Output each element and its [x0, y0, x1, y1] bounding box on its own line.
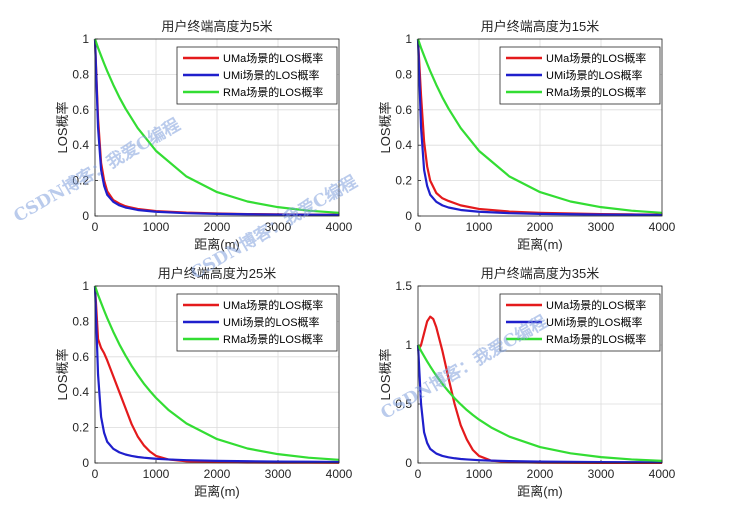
series-line-1 [93, 285, 340, 464]
x-axis-label: 距离(m) [517, 484, 563, 499]
legend: UMa场景的LOS概率 UMi场景的LOS概率 RMa场景的LOS概率 [499, 46, 661, 105]
series-line-3 [93, 285, 340, 461]
y-tick-label: 0.8 [395, 67, 412, 81]
x-axis-label: 距离(m) [194, 237, 240, 252]
x-tick-label: 4000 [649, 467, 676, 481]
legend-entry: UMa场景的LOS概率 [546, 298, 646, 312]
y-tick-label: 0.8 [72, 67, 89, 81]
legend-entry: RMa场景的LOS概率 [546, 85, 646, 99]
legend-entry: RMa场景的LOS概率 [546, 332, 646, 346]
x-tick-label: 1000 [143, 467, 170, 481]
legend-entry: UMa场景的LOS概率 [223, 51, 323, 65]
x-tick-label: 1000 [466, 220, 493, 234]
y-tick-label: 1 [82, 32, 89, 46]
legend-entry: UMi场景的LOS概率 [223, 68, 320, 82]
x-tick-label: 0 [92, 220, 99, 234]
y-tick-label: 1 [82, 279, 89, 293]
y-tick-label: 0.6 [395, 103, 412, 117]
y-axis-label: LOS概率 [378, 348, 393, 400]
chart-title: 用户终端高度为5米 [161, 19, 272, 34]
x-tick-label: 3000 [588, 467, 615, 481]
y-tick-label: 0.6 [72, 103, 89, 117]
legend: UMa场景的LOS概率 UMi场景的LOS概率 RMa场景的LOS概率 [176, 293, 338, 352]
series-line-2 [93, 38, 340, 217]
y-tick-label: 0.6 [72, 350, 89, 364]
y-tick-label: 0.2 [72, 174, 89, 188]
x-tick-label: 3000 [265, 220, 292, 234]
legend-entry: RMa场景的LOS概率 [223, 332, 323, 346]
series-line-2 [93, 285, 340, 464]
legend-entry: UMa场景的LOS概率 [546, 51, 646, 65]
axes-box [94, 285, 340, 464]
chart-title: 用户终端高度为25米 [158, 266, 276, 281]
legend: UMa场景的LOS概率 UMi场景的LOS概率 RMa场景的LOS概率 [499, 293, 661, 352]
series-line-3 [93, 38, 340, 214]
subplot-3: 0 1000 2000 3000 4000 0 0.2 0.4 0.6 0.8 1 用户终端高度为25… [55, 266, 353, 499]
legend-entry: UMa场景的LOS概率 [223, 298, 323, 312]
x-tick-label: 4000 [326, 467, 353, 481]
x-tick-label: 2000 [204, 220, 231, 234]
subplot-2: 0 1000 2000 3000 4000 0 0.2 0.4 0.6 0.8 1 用户终端高度为15… [378, 19, 676, 252]
x-tick-label: 2000 [204, 467, 231, 481]
y-tick-label: 0 [82, 456, 89, 470]
legend: UMa场景的LOS概率 UMi场景的LOS概率 RMa场景的LOS概率 [176, 46, 338, 105]
x-axis-label: 距离(m) [517, 237, 563, 252]
chart-title: 用户终端高度为15米 [481, 19, 599, 34]
y-tick-label: 0.2 [72, 421, 89, 435]
series-line-3 [417, 344, 663, 462]
y-axis-label: LOS概率 [55, 348, 70, 400]
axes-box [417, 285, 663, 464]
x-tick-label: 3000 [265, 467, 292, 481]
y-tick-label: 0.4 [72, 385, 89, 399]
series-line-2 [416, 38, 663, 217]
x-tick-label: 4000 [326, 220, 353, 234]
y-axis-label: LOS概率 [378, 101, 393, 153]
y-tick-label: 0.5 [395, 397, 412, 411]
y-tick-label: 0 [405, 209, 412, 223]
legend-entry: UMi场景的LOS概率 [546, 315, 643, 329]
legend-entry: RMa场景的LOS概率 [223, 85, 323, 99]
legend-box [499, 293, 661, 352]
y-tick-label: 0.4 [395, 138, 412, 152]
chart-title: 用户终端高度为35米 [481, 266, 599, 281]
y-tick-label: 0.8 [72, 314, 89, 328]
x-tick-label: 0 [92, 467, 99, 481]
y-tick-label: 1.5 [395, 279, 412, 293]
x-tick-label: 3000 [588, 220, 615, 234]
axes-box [417, 38, 663, 217]
subplot-1: 0 1000 2000 3000 4000 0 0.2 0.4 0.6 0.8 1 用户终端高度为5米… [55, 19, 353, 252]
y-tick-label: 1 [405, 32, 412, 46]
x-tick-label: 2000 [527, 220, 554, 234]
x-axis-label: 距离(m) [194, 484, 240, 499]
y-tick-label: 1 [405, 338, 412, 352]
legend-entry: UMi场景的LOS概率 [546, 68, 643, 82]
y-tick-label: 0 [405, 456, 412, 470]
series-line-2 [416, 344, 663, 464]
y-tick-label: 0.2 [395, 174, 412, 188]
x-tick-label: 0 [415, 220, 422, 234]
y-tick-label: 0.4 [72, 138, 89, 152]
x-tick-label: 1000 [143, 220, 170, 234]
x-tick-label: 2000 [527, 467, 554, 481]
subplot-4: 0 1000 2000 3000 4000 0 0.5 1 1.5 用户终端高度为35米距离(m)… [378, 266, 676, 499]
x-tick-label: 4000 [649, 220, 676, 234]
axes-box [94, 38, 340, 217]
y-axis-label: LOS概率 [55, 101, 70, 153]
y-tick-label: 0 [82, 209, 89, 223]
x-tick-label: 0 [415, 467, 422, 481]
series-line-3 [416, 38, 663, 214]
x-tick-label: 1000 [466, 467, 493, 481]
legend-entry: UMi场景的LOS概率 [223, 315, 320, 329]
